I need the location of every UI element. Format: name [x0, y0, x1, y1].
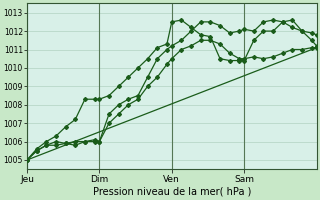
X-axis label: Pression niveau de la mer( hPa ): Pression niveau de la mer( hPa ) [92, 187, 251, 197]
